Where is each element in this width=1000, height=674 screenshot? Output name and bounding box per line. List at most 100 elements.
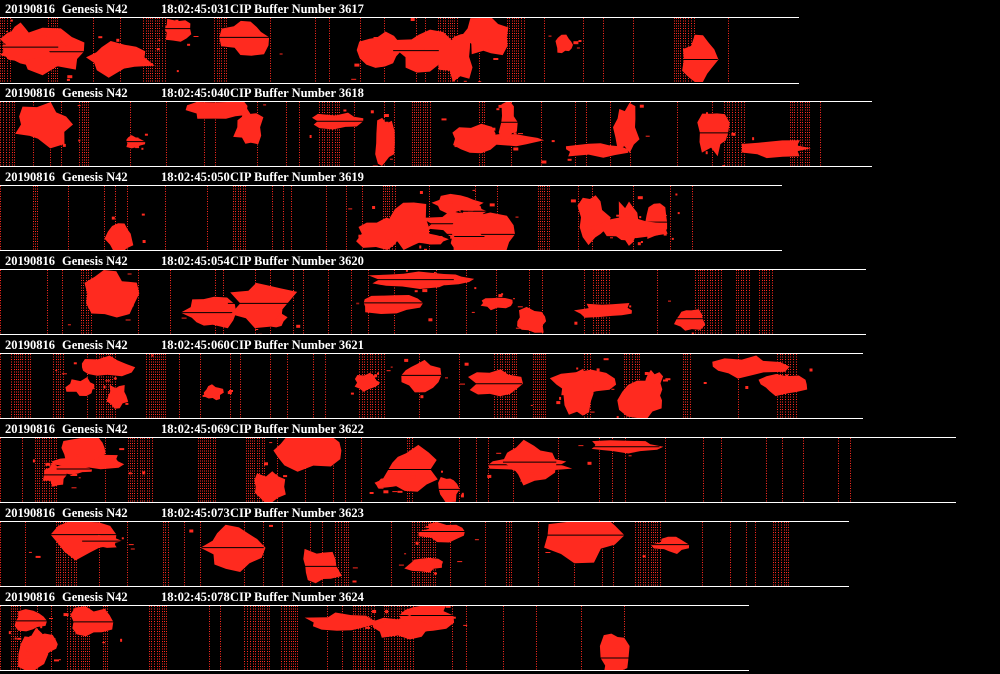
particle-speckle [460, 213, 463, 216]
particle-speckle [157, 48, 160, 50]
particle-speckle [411, 475, 416, 478]
particle-speckle [459, 211, 461, 212]
particle-speckle [694, 68, 697, 71]
date-label: 20190816 [5, 86, 55, 100]
particle-speckle [45, 463, 50, 466]
particle-speckle [574, 322, 577, 325]
particle-speckle [102, 642, 105, 643]
particle-speckle [208, 103, 211, 106]
particle-speckle [79, 477, 81, 478]
particle-speckle [475, 144, 477, 145]
buffer-strip: 20190816 Genesis N42 18:02:45:031 CIP Bu… [0, 0, 1000, 84]
particle-speckle [742, 144, 744, 146]
particle-speckle [49, 618, 53, 619]
particle-speckle [385, 610, 388, 613]
particle-speckle [796, 145, 798, 146]
particle-speckle [177, 70, 179, 72]
particle-speckle [665, 378, 670, 380]
particle-speckle [745, 366, 747, 368]
particle-speckle [143, 240, 146, 243]
particle-speckle [420, 395, 423, 398]
particle-speckle [278, 296, 281, 299]
particle-speckle [384, 114, 389, 117]
particle-speckle [450, 61, 454, 63]
particle-speckle [704, 382, 707, 384]
probe-label: Genesis N42 [62, 2, 128, 16]
particle-blob [452, 124, 496, 153]
particle-speckle [686, 325, 691, 328]
particle-speckle [401, 612, 406, 615]
particle-speckle [11, 20, 13, 22]
particle-speckle [68, 324, 71, 325]
particle-speckle [441, 471, 443, 473]
particle-speckle [704, 56, 709, 59]
particle-speckle [639, 216, 641, 218]
particle-speckle [351, 79, 356, 80]
time-label: 18:02:45:069 [161, 422, 230, 436]
particle-blob [600, 634, 630, 670]
particle-speckle [788, 386, 793, 389]
particle-speckle [235, 310, 239, 312]
particle-speckle [478, 81, 481, 82]
particle-speckle [640, 105, 644, 108]
time-label: 18:02:45:078 [161, 590, 230, 604]
particle-image [0, 18, 738, 82]
particle-blob [107, 385, 129, 409]
particle-speckle [72, 487, 77, 488]
buffer-strip: 20190816 Genesis N42 18:02:45:078 CIP Bu… [0, 588, 1000, 672]
particle-blob [759, 374, 808, 396]
particle-speckle [451, 617, 456, 619]
particle-blob [517, 307, 546, 333]
particle-speckle [484, 216, 488, 217]
particle-speckle [377, 373, 379, 375]
particle-speckle [451, 230, 453, 233]
particle-speckle [545, 552, 550, 553]
particle-image [0, 522, 828, 586]
particle-speckle [518, 306, 523, 307]
particle-speckle [513, 148, 518, 151]
time-label: 18:02:45:031 [161, 2, 230, 16]
particle-blob [404, 558, 443, 573]
particle-speckle [151, 355, 153, 357]
particle-speckle [372, 610, 376, 613]
particle-speckle [442, 118, 447, 120]
particle-speckle [129, 544, 134, 545]
particle-speckle [579, 40, 582, 42]
particle-image-panel [0, 606, 633, 670]
particle-speckle [666, 547, 669, 549]
particle-speckle [614, 648, 619, 650]
particle-speckle [745, 386, 748, 389]
strip-header: 20190816 Genesis N42 18:02:45:069 CIP Bu… [5, 422, 24, 436]
particle-blob [105, 223, 134, 250]
particle-speckle [616, 215, 619, 217]
particle-blob [273, 438, 341, 472]
particle-speckle [354, 64, 359, 67]
particle-blob [617, 381, 662, 418]
particle-speckle [203, 395, 206, 397]
particle-speckle [427, 239, 432, 242]
particle-speckle [189, 530, 193, 533]
particle-speckle [35, 67, 39, 69]
particle-speckle [638, 196, 643, 199]
particle-speckle [94, 536, 99, 539]
particle-blob [186, 102, 250, 119]
date-label: 20190816 [5, 170, 55, 184]
particle-speckle [629, 455, 632, 456]
particle-blob [15, 102, 73, 148]
buffer-strip: 20190816 Genesis N42 18:02:45:050 CIP Bu… [0, 168, 1000, 252]
probe-label: Genesis N42 [62, 254, 128, 268]
particle-speckle [65, 45, 67, 46]
particle-speckle [187, 44, 190, 46]
particle-speckle [594, 147, 597, 148]
particle-image [0, 186, 697, 250]
particle-blob [65, 377, 94, 396]
particle-speckle [25, 656, 30, 659]
particle-speckle [559, 397, 561, 400]
particle-speckle [348, 208, 352, 209]
date-label: 20190816 [5, 2, 55, 16]
particle-speckle [638, 242, 641, 245]
particle-speckle [752, 137, 754, 140]
particle-speckle [280, 54, 283, 55]
particle-speckle [396, 474, 401, 475]
particle-speckle [105, 380, 110, 381]
